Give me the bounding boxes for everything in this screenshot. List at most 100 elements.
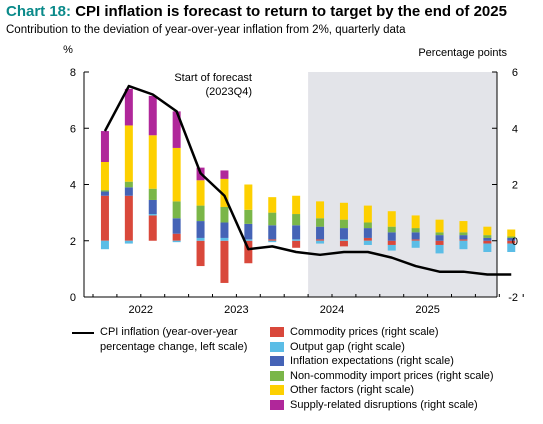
bar-segment [483, 243, 492, 252]
bar-segment [268, 197, 277, 213]
bar-segment [459, 240, 468, 250]
bar-segment [363, 237, 372, 241]
bar-segment [148, 214, 157, 216]
bar-segment [292, 239, 301, 241]
chart-title-text: CPI inflation is forecast to return to t… [71, 3, 507, 20]
legend-label: Output gap (right scale) [290, 340, 405, 353]
bar-segment [124, 125, 133, 182]
bar-segment [124, 195, 133, 241]
bar-segment [387, 240, 396, 245]
legend-swatch [270, 399, 284, 410]
bar-segment [100, 190, 109, 192]
bar-segment [435, 232, 444, 236]
bar-segment [435, 219, 444, 233]
legend-line-label-2: percentage change, left scale) [100, 340, 248, 353]
bar-segment [507, 240, 516, 244]
bar-segment [172, 147, 181, 202]
right-tick-label: -2 [508, 292, 518, 304]
legend-item: Inflation expectations (right scale) [270, 354, 494, 369]
bar-segment [411, 228, 420, 233]
forecast-shading [308, 72, 497, 297]
bar-segment [292, 240, 301, 248]
bar-segment [148, 188, 157, 200]
bar-segment [196, 240, 205, 267]
bar-segment [292, 225, 301, 240]
bar-segment [339, 228, 348, 240]
bar-segment [124, 181, 133, 188]
right-tick-label: 4 [512, 123, 518, 135]
legend-left: CPI inflation (year-over-year percentage … [72, 325, 247, 354]
bar-segment [507, 243, 516, 252]
bar-segment [316, 240, 325, 244]
bar-segment [268, 212, 277, 226]
bar-segment [244, 184, 253, 210]
bar-segment [196, 180, 205, 206]
legend-line-swatch [72, 332, 94, 334]
right-axis-unit: Percentage points [418, 47, 507, 59]
bar-segment [292, 214, 301, 226]
bar-segment [435, 235, 444, 241]
bar-segment [100, 131, 109, 162]
bar-segment [435, 240, 444, 245]
legend-item: Output gap (right scale) [270, 340, 494, 355]
bar-segment [363, 228, 372, 238]
left-tick-label: 6 [70, 123, 76, 135]
bar-segment [387, 232, 396, 241]
bar-segment [268, 240, 277, 243]
bar-segment [148, 215, 157, 241]
bar-segment [148, 199, 157, 215]
bar-segment [100, 240, 109, 250]
bar-segment [387, 226, 396, 233]
x-year-label: 2025 [415, 304, 439, 316]
legend-line-label-1: CPI inflation (year-over-year [100, 326, 238, 338]
left-tick-label: 0 [70, 292, 76, 304]
bar-segment [196, 221, 205, 238]
bar-segment [339, 240, 348, 247]
bar-segment [220, 240, 229, 283]
x-year-label: 2022 [129, 304, 153, 316]
bar-segment [172, 240, 181, 243]
bar-segment [268, 239, 277, 241]
legend-label: Inflation expectations (right scale) [290, 355, 454, 367]
bar-segment [124, 187, 133, 196]
legend-item-cpi: CPI inflation (year-over-year percentage … [72, 325, 247, 354]
bar-segment [244, 239, 253, 241]
bar-segment [244, 240, 253, 264]
bar-segment [172, 218, 181, 234]
bar-segment [316, 218, 325, 227]
cpi-line [103, 84, 512, 276]
legend-label: Other factors (right scale) [290, 384, 415, 396]
bar-segment [339, 202, 348, 220]
bar-segment [292, 195, 301, 215]
bar-segment [459, 221, 468, 233]
legend-label: Non-commodity import prices (right scale… [290, 369, 494, 382]
right-tick-label: 6 [512, 67, 518, 79]
bar-segment [483, 237, 492, 241]
bar-segment [507, 229, 516, 237]
legend-item: Commodity prices (right scale) [270, 325, 494, 340]
bar-segment [483, 226, 492, 236]
bar-segment [172, 233, 181, 241]
left-tick-label: 8 [70, 67, 76, 79]
right-tick-label: 0 [512, 236, 518, 248]
bar-segment [483, 235, 492, 238]
x-year-label: 2023 [224, 304, 248, 316]
legend-swatch [270, 341, 284, 352]
bar-segment [220, 222, 229, 238]
bar-segment [100, 162, 109, 191]
bar-segment [100, 191, 109, 196]
bar-segment [459, 232, 468, 236]
bar-segment [435, 244, 444, 254]
bar-segment [507, 236, 516, 238]
forecast-annotation: Start of forecast [174, 72, 252, 84]
bar-segment [100, 195, 109, 241]
legend-swatch [270, 385, 284, 395]
legend-swatch [270, 370, 284, 381]
bar-segment [220, 207, 229, 223]
bar-segment [148, 95, 157, 136]
bar-segment [268, 225, 277, 240]
bar-segment [411, 215, 420, 229]
left-tick-label: 4 [70, 180, 76, 192]
bar-segment [483, 240, 492, 244]
